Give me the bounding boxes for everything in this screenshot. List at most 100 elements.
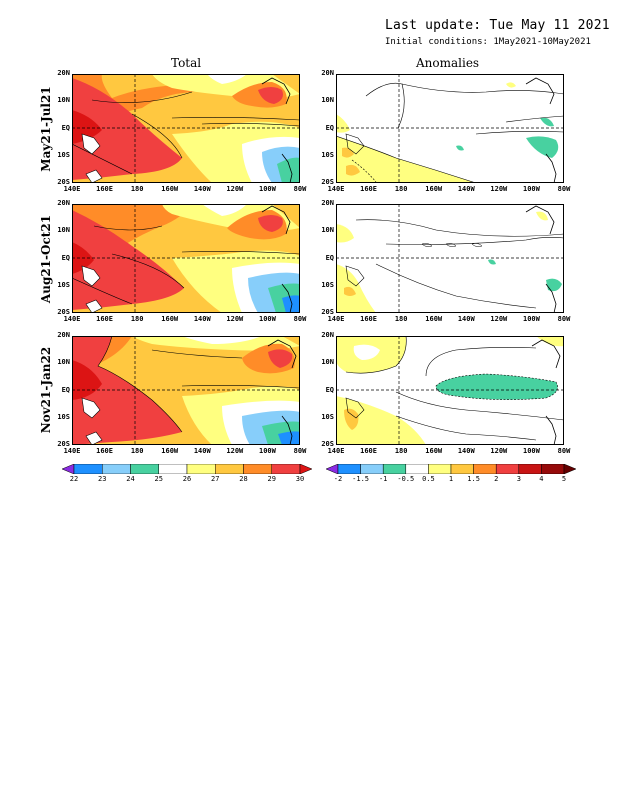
lon-tick-label: 120W: [226, 447, 244, 455]
lat-tick-label: 20N: [321, 331, 334, 339]
lon-tick-label: 140W: [457, 185, 475, 193]
lat-tick-label: 20N: [57, 331, 70, 339]
lat-tick-label: 10S: [57, 412, 70, 421]
anomalies-map-panel-3: [336, 336, 564, 445]
total-colorbar-label: 29: [267, 475, 276, 483]
lon-tick-label: 160W: [161, 315, 179, 323]
total-colorbar-segment: [102, 464, 131, 474]
anomalies-column-title: Anomalies: [416, 56, 480, 70]
lon-tick-label: 80W: [557, 447, 571, 455]
anomalies-colorbar-segment: [326, 464, 339, 474]
lon-tick-label: 160W: [425, 185, 443, 193]
lat-tick-label: 10N: [321, 358, 334, 367]
lon-tick-label: 140W: [457, 447, 475, 455]
lon-tick-label: 80W: [293, 447, 307, 455]
lon-tick-label: 160E: [360, 185, 377, 193]
lon-tick-label: 160E: [96, 185, 113, 193]
total-colorbar-segment: [62, 464, 75, 474]
lon-tick-label: 140W: [193, 447, 211, 455]
lon-tick-label: 180: [394, 185, 408, 193]
lat-tick-label: 10N: [321, 226, 334, 235]
total-column-title: Total: [171, 56, 202, 70]
lat-tick-label: EQ: [325, 123, 334, 132]
lat-tick-label: 20S: [57, 308, 70, 316]
lon-tick-label: 80W: [293, 185, 307, 193]
anomalies-colorbar: [326, 464, 576, 474]
lat-tick-label: 20S: [321, 440, 334, 448]
lat-tick-label: 20N: [57, 199, 70, 207]
lon-tick-label: 140E: [63, 315, 81, 323]
lon-tick-label: 100W: [258, 315, 276, 323]
lon-tick-label: 160E: [96, 447, 113, 455]
anomalies-colorbar-segment: [337, 464, 361, 474]
anomalies-colorbar-label: 1.5: [467, 475, 480, 483]
anomalies-colorbar-label: 1: [448, 475, 454, 483]
lon-tick-label: 100W: [522, 447, 540, 455]
lon-tick-label: 100W: [522, 315, 540, 323]
lat-tick-label: 10S: [321, 412, 334, 421]
lat-tick-label: 20N: [321, 199, 334, 207]
anomalies-colorbar-segment: [563, 464, 576, 474]
lat-tick-label: 20N: [57, 69, 70, 77]
lon-tick-label: 120W: [490, 185, 508, 193]
total-map-panel-3: [72, 336, 300, 445]
lon-tick-label: 180: [130, 185, 144, 193]
total-colorbar-segment: [186, 464, 216, 474]
lat-tick-label: EQ: [61, 123, 70, 132]
lat-tick-label: 20S: [321, 308, 334, 316]
lon-tick-label: 180: [130, 447, 144, 455]
lat-tick-label: 20S: [57, 440, 70, 448]
anomalies-colorbar-label: -2: [333, 475, 343, 483]
lat-tick-label: 20N: [321, 69, 334, 77]
anomalies-colorbar-segment: [450, 464, 474, 474]
anomalies-colorbar-segment: [405, 464, 429, 474]
lon-tick-label: 180: [394, 315, 408, 323]
anomalies-map-panel-2: [336, 204, 564, 313]
lon-tick-label: 140W: [457, 315, 475, 323]
lat-tick-label: 10S: [57, 280, 70, 289]
lon-tick-label: 160W: [425, 315, 443, 323]
lat-tick-label: 20S: [57, 178, 70, 186]
lat-tick-label: EQ: [325, 385, 334, 394]
anomalies-colorbar-segment: [382, 464, 407, 474]
total-colorbar-label: 24: [126, 475, 135, 483]
total-colorbar-segment: [130, 464, 159, 474]
lon-tick-label: 120W: [226, 315, 244, 323]
lon-tick-label: 140W: [193, 185, 211, 193]
total-colorbar-segment: [215, 464, 244, 474]
lon-tick-label: 140E: [327, 447, 345, 455]
lon-tick-label: 140E: [63, 447, 81, 455]
lon-tick-label: 160E: [360, 447, 377, 455]
initial-conditions-text: Initial conditions: 1May2021-10May2021: [385, 37, 591, 47]
lon-tick-label: 180: [394, 447, 408, 455]
lat-tick-label: 10N: [57, 226, 70, 235]
anomalies-colorbar-label: 3: [516, 475, 521, 483]
lat-tick-label: 20S: [321, 178, 334, 186]
total-colorbar-segment: [158, 464, 188, 474]
lon-tick-label: 160E: [96, 315, 113, 323]
lon-tick-label: 140E: [327, 185, 345, 193]
lon-tick-label: 160W: [161, 185, 179, 193]
lon-tick-label: 100W: [522, 185, 540, 193]
total-colorbar-segment: [271, 464, 301, 474]
lat-tick-label: 10N: [321, 96, 334, 105]
anomalies-map-panel-1: [336, 74, 564, 183]
lon-tick-label: 120W: [226, 185, 244, 193]
lat-tick-label: EQ: [61, 253, 70, 262]
lon-tick-label: 180: [130, 315, 144, 323]
lon-tick-label: 80W: [557, 185, 571, 193]
lon-tick-label: 160E: [360, 315, 377, 323]
lat-tick-label: 10S: [321, 280, 334, 289]
lon-tick-label: 140E: [63, 185, 81, 193]
last-update-text: Last update: Tue May 11 2021: [385, 18, 610, 33]
anomalies-colorbar-segment: [428, 464, 452, 474]
lon-tick-label: 140E: [327, 315, 345, 323]
total-colorbar-segment: [73, 464, 103, 474]
anomalies-colorbar-segment: [518, 464, 542, 474]
anomalies-colorbar-label: -0.5: [397, 475, 415, 483]
anomalies-colorbar-label: -1.5: [352, 475, 370, 483]
total-map-panel-1: [72, 74, 300, 183]
total-colorbar-label: 28: [239, 475, 248, 483]
total-colorbar-label: 26: [182, 475, 192, 483]
anomalies-colorbar-segment: [495, 464, 520, 474]
